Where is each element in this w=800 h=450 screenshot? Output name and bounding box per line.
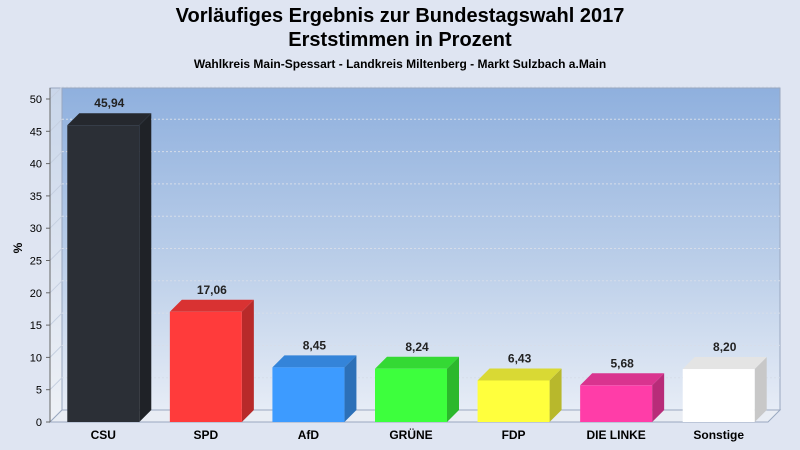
y-tick-label: 50 [30, 94, 42, 106]
bar-front [67, 125, 140, 422]
bar-front [580, 385, 653, 422]
x-tick-label: GRÜNE [389, 427, 432, 442]
bar-front [375, 368, 447, 422]
data-label: 5,68 [610, 356, 634, 370]
gridline-side [49, 280, 63, 294]
y-tick-label: 35 [30, 191, 42, 203]
y-tick-label: 45 [30, 126, 42, 138]
y-tick-label: 0 [36, 417, 42, 429]
bar-top [169, 299, 254, 312]
y-tick-label: 40 [30, 159, 42, 171]
bar-top [477, 368, 562, 381]
x-tick-label: CSU [91, 428, 116, 442]
y-tick-label: 25 [30, 256, 42, 268]
bar-front [272, 367, 345, 422]
x-tick-label: SPD [194, 428, 219, 442]
gridline-side [49, 248, 63, 261]
bar-afd: 8,45 [272, 338, 357, 422]
gridline-side [49, 151, 63, 164]
data-label: 8,20 [713, 340, 737, 354]
y-tick-label: 10 [30, 352, 42, 364]
y-axis: 0 5 10 15 20 25 30 35 40 45 50 [30, 88, 51, 429]
bar-side [652, 373, 665, 422]
gridline-side [49, 86, 63, 100]
bar-front [477, 380, 550, 422]
bar-front [682, 369, 755, 422]
gridline-side [49, 118, 63, 132]
bar-side [549, 368, 562, 422]
y-tick-label: 20 [30, 288, 42, 300]
bar-top [580, 373, 665, 386]
x-tick-label: AfD [298, 428, 320, 442]
y-axis-label: % [11, 242, 25, 253]
bar-side [754, 357, 767, 422]
bar-top [272, 355, 357, 368]
data-label: 8,24 [405, 340, 429, 354]
bar-sonstige: 8,20 [682, 340, 767, 422]
data-label: 6,43 [508, 351, 532, 365]
bar-top [375, 356, 459, 369]
data-label: 8,45 [303, 338, 327, 352]
gridline-side [49, 345, 63, 358]
gridlines [49, 86, 780, 391]
title-block: Vorläufiges Ergebnis zur Bundestagswahl … [0, 0, 800, 72]
y-tick-label: 15 [30, 320, 42, 332]
bar-die-linke: 5,68 [580, 356, 665, 422]
bar-grüne: 8,24 [375, 340, 459, 422]
x-axis: CSU SPD AfD GRÜNE FDP DIE LINKE Sonstige [91, 427, 745, 442]
bar-front [169, 311, 242, 422]
x-tick-label: DIE LINKE [586, 428, 645, 442]
bar-spd: 17,06 [169, 283, 254, 422]
chart-title: Vorläufiges Ergebnis zur Bundestagswahl … [175, 5, 625, 27]
gridline-side [49, 377, 63, 391]
chart-region: Wahlkreis Main-Spessart - Landkreis Milt… [193, 57, 607, 71]
bar-side [241, 299, 254, 422]
bars: 45,94 17,06 8,45 8,24 6,43 5,68 8,20 [67, 96, 767, 422]
gridline-side [49, 312, 63, 326]
y-tick-label: 30 [30, 223, 42, 235]
bar-side [447, 356, 459, 422]
bar-side [344, 355, 357, 422]
chart-subtitle: Erststimmen in Prozent [288, 29, 512, 51]
x-tick-label: FDP [502, 428, 526, 442]
gridline-side [49, 183, 63, 197]
bar-top [67, 113, 152, 126]
bar-csu: 45,94 [67, 96, 152, 422]
data-label: 17,06 [197, 283, 227, 297]
gridline-side [49, 215, 63, 229]
bar-top [682, 357, 767, 370]
bar-side [139, 113, 152, 422]
x-tick-label: Sonstige [693, 428, 744, 442]
y-tick-label: 5 [36, 385, 42, 397]
data-label: 45,94 [94, 96, 124, 110]
bar-fdp: 6,43 [477, 351, 562, 422]
